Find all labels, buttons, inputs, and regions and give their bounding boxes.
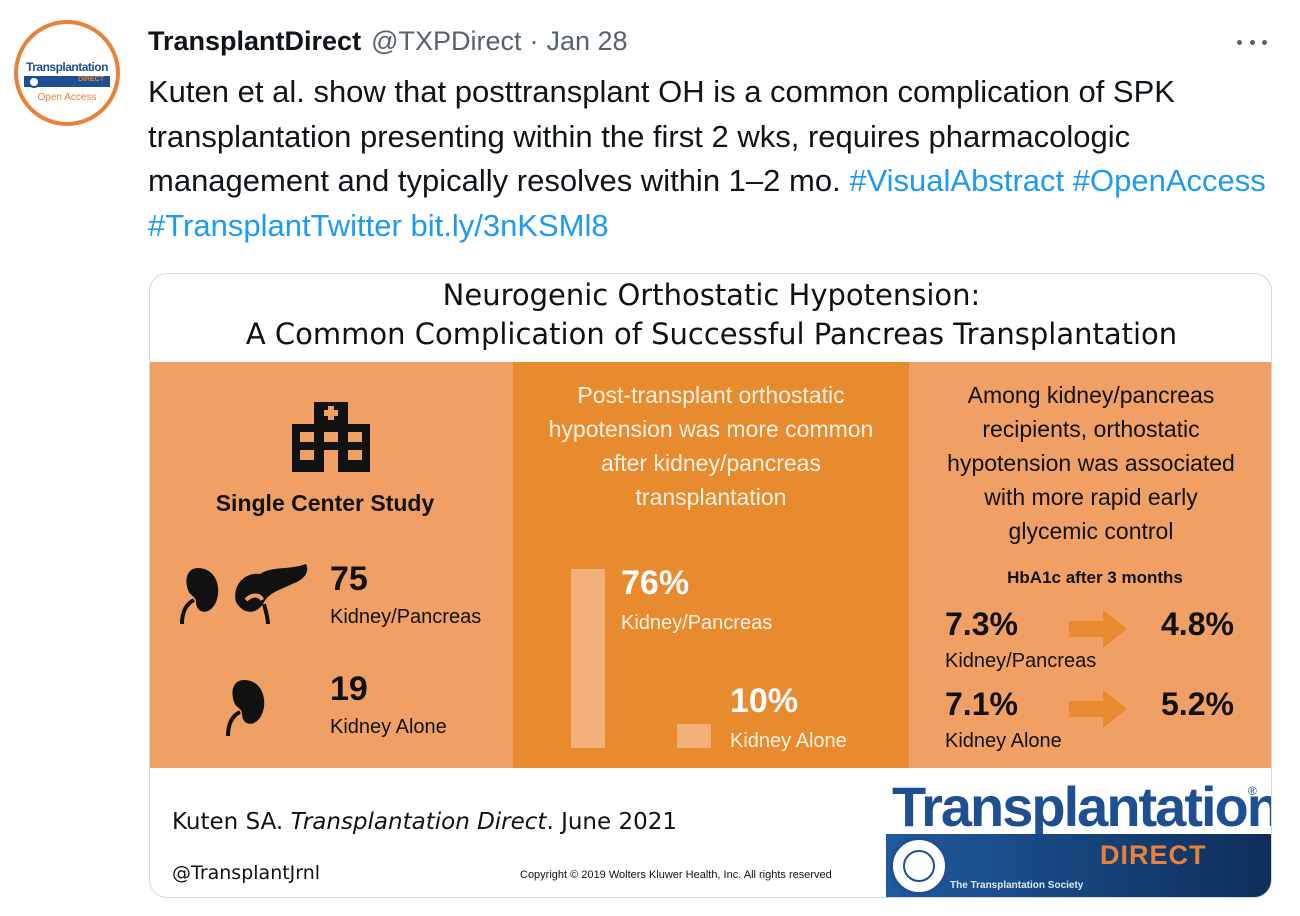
study-label: Single Center Study [215,490,435,516]
kp-hba-label: Kidney/Pancreas [945,650,1097,672]
tweet-text: Kuten et al. show that posttransplant OH… [148,70,1278,248]
pancreas-icon [235,564,308,624]
citation: Kuten SA. Transplantation Direct. June 2… [172,809,677,835]
citation-author: Kuten SA. [172,809,284,835]
avatar-band-text: DIRECT [77,76,104,83]
hashtag-transplanttwitter[interactable]: #TransplantTwitter [148,207,402,243]
glycemic-line5: glycemic control [1008,518,1174,544]
panel-glycemic: Among kidney/pancreas recipients, orthos… [909,362,1271,768]
kp-hba-before: 7.3% [945,606,1018,642]
hba1c-title: HbA1c after 3 months [1007,568,1183,587]
glycemic-text: Among kidney/pancreas recipients, orthos… [909,378,1271,548]
ka-hba-after: 5.2% [1161,686,1234,722]
copyright-notice: Copyright © 2019 Wolters Kluwer Health, … [520,869,832,881]
ka-hba-label: Kidney Alone [945,730,1062,752]
tweet-link[interactable]: bit.ly/3nKSMl8 [410,207,609,243]
abstract-title: Neurogenic Orthostatic Hypotension: A Co… [150,276,1271,354]
kp-hba-after: 4.8% [1161,606,1234,642]
kp-count: 75 [330,560,368,598]
kidney-icon [180,568,219,625]
tweet-media-image[interactable]: Neurogenic Orthostatic Hypotension: A Co… [149,273,1272,898]
journal-logo-word: Transplantation [892,775,1272,838]
abstract-title-line1: Neurogenic Orthostatic Hypotension: [442,278,981,312]
incidence-line2: hypotension was more common [548,416,874,442]
hospital-icon [292,402,370,472]
ka-pct-label: Kidney Alone [730,730,847,752]
panel-study: Single Center Study 75 Kidney/Pancreas 1… [150,362,513,768]
display-name[interactable]: TransplantDirect [148,26,362,56]
tweet-header: TransplantDirect @TXPDirect · Jan 28 [148,26,628,58]
glycemic-line3: hypotension was associated [947,450,1235,476]
tweet-date[interactable]: Jan 28 [546,26,628,56]
citation-journal: Transplantation Direct [290,809,547,835]
avatar-seal-icon [28,76,40,88]
abstract-title-line2: A Common Complication of Successful Panc… [245,317,1178,351]
panel-incidence: Post-transplant orthostatic hypotension … [513,362,909,768]
ka-count-label: Kidney Alone [330,716,447,738]
kp-pct: 76% [621,564,690,602]
profile-avatar[interactable]: Transplantation DIRECT Open Access [14,20,120,126]
incidence-line4: transplantation [635,484,787,510]
separator-dot: · [529,26,539,56]
journal-logo-society: The Transplantation Society [950,880,1084,891]
kp-incidence-bar [571,569,605,748]
kp-count-label: Kidney/Pancreas [330,606,482,628]
society-seal-icon [890,837,948,895]
journal-twitter-handle: @TransplantJrnl [172,862,321,884]
kidney-alone-icon [226,680,265,737]
ka-count: 19 [330,670,368,708]
avatar-logo-band: DIRECT [24,76,110,87]
hashtag-openaccess[interactable]: #OpenAccess [1072,163,1266,198]
tweet-body: Kuten et al. show that posttransplant OH… [148,74,1175,198]
glycemic-line1: Among kidney/pancreas [967,382,1215,408]
more-options-icon[interactable] [1234,30,1270,54]
avatar-logo-text: Transplantation [26,60,108,74]
journal-logo-direct: DIRECT [1100,840,1207,870]
glycemic-line4: with more rapid early [984,484,1198,510]
ka-hba-before: 7.1% [945,686,1018,722]
incidence-line3: after kidney/pancreas [601,450,821,476]
citation-date: . June 2021 [546,809,678,835]
user-handle[interactable]: @TXPDirect [371,26,522,56]
incidence-line1: Post-transplant orthostatic [577,382,845,408]
arrow-right-icon [1069,610,1127,648]
ka-incidence-bar [677,724,711,748]
kp-pct-label: Kidney/Pancreas [621,612,773,634]
incidence-text: Post-transplant orthostatic hypotension … [513,378,909,514]
glycemic-line2: recipients, orthostatic [982,416,1200,442]
hashtag-visualabstract[interactable]: #VisualAbstract [849,163,1065,198]
ka-pct: 10% [730,682,799,720]
avatar-open-access: Open Access [37,92,97,103]
registered-mark: ® [1248,784,1257,798]
journal-logo-band [886,834,1271,897]
arrow-right-icon [1069,690,1127,728]
